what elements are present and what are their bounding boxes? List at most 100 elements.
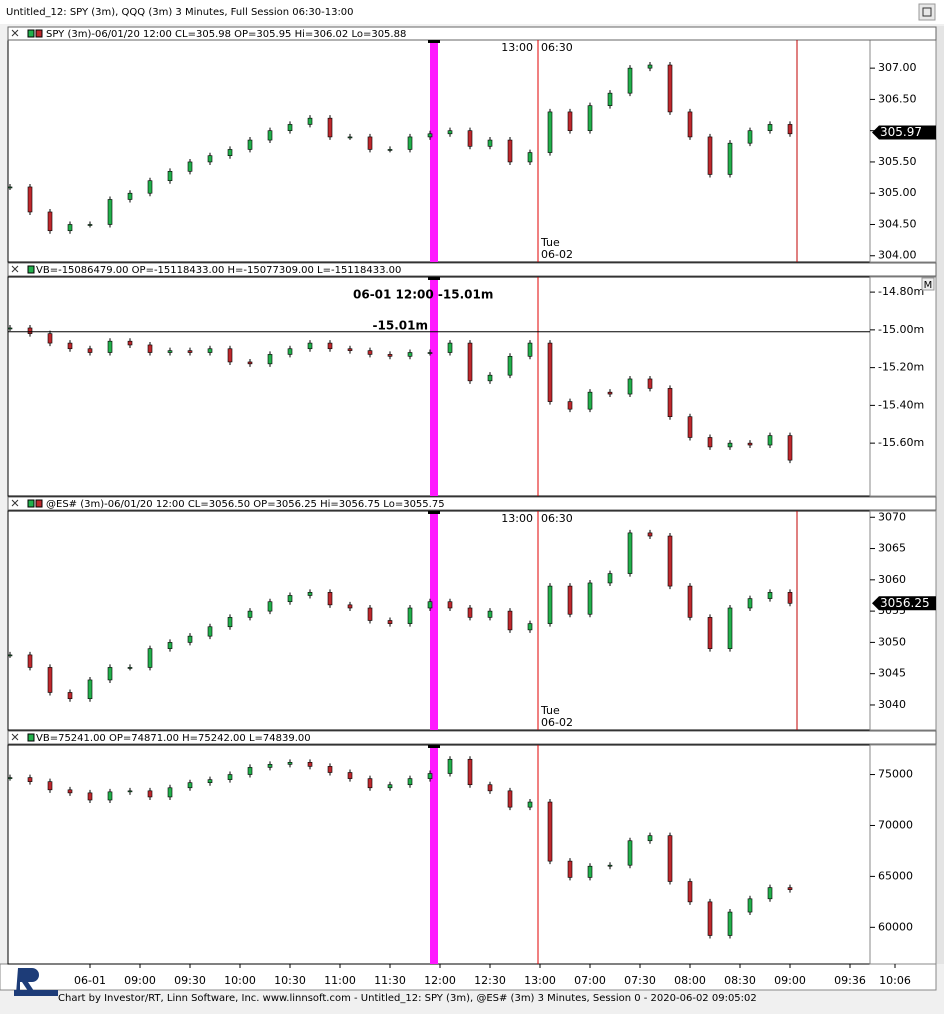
maximize-icon	[922, 7, 932, 17]
candle-body	[767, 124, 773, 131]
close-icon	[11, 265, 19, 273]
window-title: Untitled_12: SPY (3m), QQQ (3m) 3 Minute…	[6, 7, 354, 18]
annotation: 06-02	[541, 248, 573, 261]
candle-body	[607, 864, 613, 867]
x-tick-label: 10:06	[879, 974, 911, 987]
annotation: 06:30	[541, 41, 573, 54]
candle-body	[267, 130, 273, 141]
maximize-button[interactable]	[918, 3, 936, 21]
candle-body	[787, 435, 793, 461]
candle-body	[267, 601, 273, 612]
axis-area	[869, 39, 937, 263]
y-tick-label: 3040	[878, 698, 906, 711]
candle-body	[527, 342, 533, 357]
candle-body	[547, 585, 553, 624]
candle-body	[27, 777, 33, 782]
x-tick-label: 06-01	[74, 974, 106, 987]
candle-body	[387, 354, 393, 357]
candle-body	[147, 180, 153, 194]
candle-body	[647, 64, 653, 69]
y-tick-label: 306.50	[878, 92, 917, 105]
candle-body	[227, 348, 233, 363]
legend-swatch	[27, 499, 35, 508]
x-tick-label: 10:00	[224, 974, 256, 987]
candle-body	[327, 342, 333, 350]
legend-swatch	[35, 499, 43, 508]
candle-body	[707, 136, 713, 175]
candle-body	[687, 881, 693, 903]
x-tick-label: 09:00	[774, 974, 806, 987]
candle-body	[87, 348, 93, 353]
candle-body	[127, 667, 133, 669]
x-tick-label: 13:00	[524, 974, 556, 987]
candle-body	[7, 654, 13, 657]
selection-band	[430, 277, 438, 496]
candle-body	[247, 767, 253, 775]
legend-swatch	[27, 29, 35, 38]
candle-body	[147, 344, 153, 353]
legend-swatch	[27, 265, 35, 274]
plot-area	[7, 510, 871, 731]
close-icon	[11, 733, 19, 741]
candle-body	[87, 224, 93, 226]
panel-header	[7, 730, 937, 745]
candle-body	[747, 898, 753, 913]
candle-body	[747, 130, 753, 144]
candle-body	[607, 573, 613, 584]
candle-body	[727, 142, 733, 175]
candle-body	[467, 342, 473, 382]
y-tick-label: 60000	[878, 920, 913, 933]
y-tick-label: 65000	[878, 869, 913, 882]
axis-area	[869, 276, 937, 497]
annotation: Tue	[540, 704, 560, 717]
candle-body	[507, 790, 513, 808]
candle-body	[447, 130, 453, 135]
candle-body	[327, 117, 333, 138]
selection-cap	[428, 745, 440, 748]
footer-text: Chart by Investor/RT, Linn Software, Inc…	[58, 993, 757, 1004]
candle-body	[127, 192, 133, 200]
candle-body	[287, 348, 293, 355]
candle-body	[47, 211, 53, 232]
y-tick-label: 304.00	[878, 249, 917, 262]
candle-body	[407, 607, 413, 624]
candle-body	[67, 224, 73, 232]
candle-body	[107, 199, 113, 225]
candle-body	[647, 835, 653, 842]
candle-body	[287, 595, 293, 603]
axis-area	[869, 744, 937, 965]
candle-body	[47, 333, 53, 344]
candle-body	[407, 136, 413, 150]
candle-body	[687, 585, 693, 618]
candle-body	[667, 64, 673, 113]
y-tick-label: 305.00	[878, 186, 917, 199]
y-tick-label: 75000	[878, 768, 913, 781]
candle-body	[347, 604, 353, 609]
logo	[16, 968, 39, 994]
candle-body	[27, 327, 33, 334]
candle-body	[587, 582, 593, 615]
candle-body	[427, 773, 433, 779]
close-icon	[11, 29, 19, 37]
candle-body	[787, 124, 793, 135]
candle-body	[307, 592, 313, 596]
annotation: 13:00	[501, 512, 533, 525]
y-tick-label: -15.40m	[878, 398, 924, 411]
selection-band	[430, 745, 438, 964]
candle-body	[287, 762, 293, 765]
scrollbar[interactable]	[936, 26, 944, 964]
candle-body	[527, 152, 533, 163]
corner-button[interactable]	[921, 277, 935, 291]
candle-body	[267, 354, 273, 365]
candle-body	[387, 620, 393, 624]
candle-body	[327, 592, 333, 606]
candle-body	[487, 139, 493, 147]
x-tick-label: 10:30	[274, 974, 306, 987]
candle-body	[67, 789, 73, 794]
candle-body	[47, 781, 53, 791]
candle-body	[707, 437, 713, 448]
candle-body	[367, 136, 373, 150]
candle-body	[187, 350, 193, 353]
candle-body	[547, 111, 553, 153]
